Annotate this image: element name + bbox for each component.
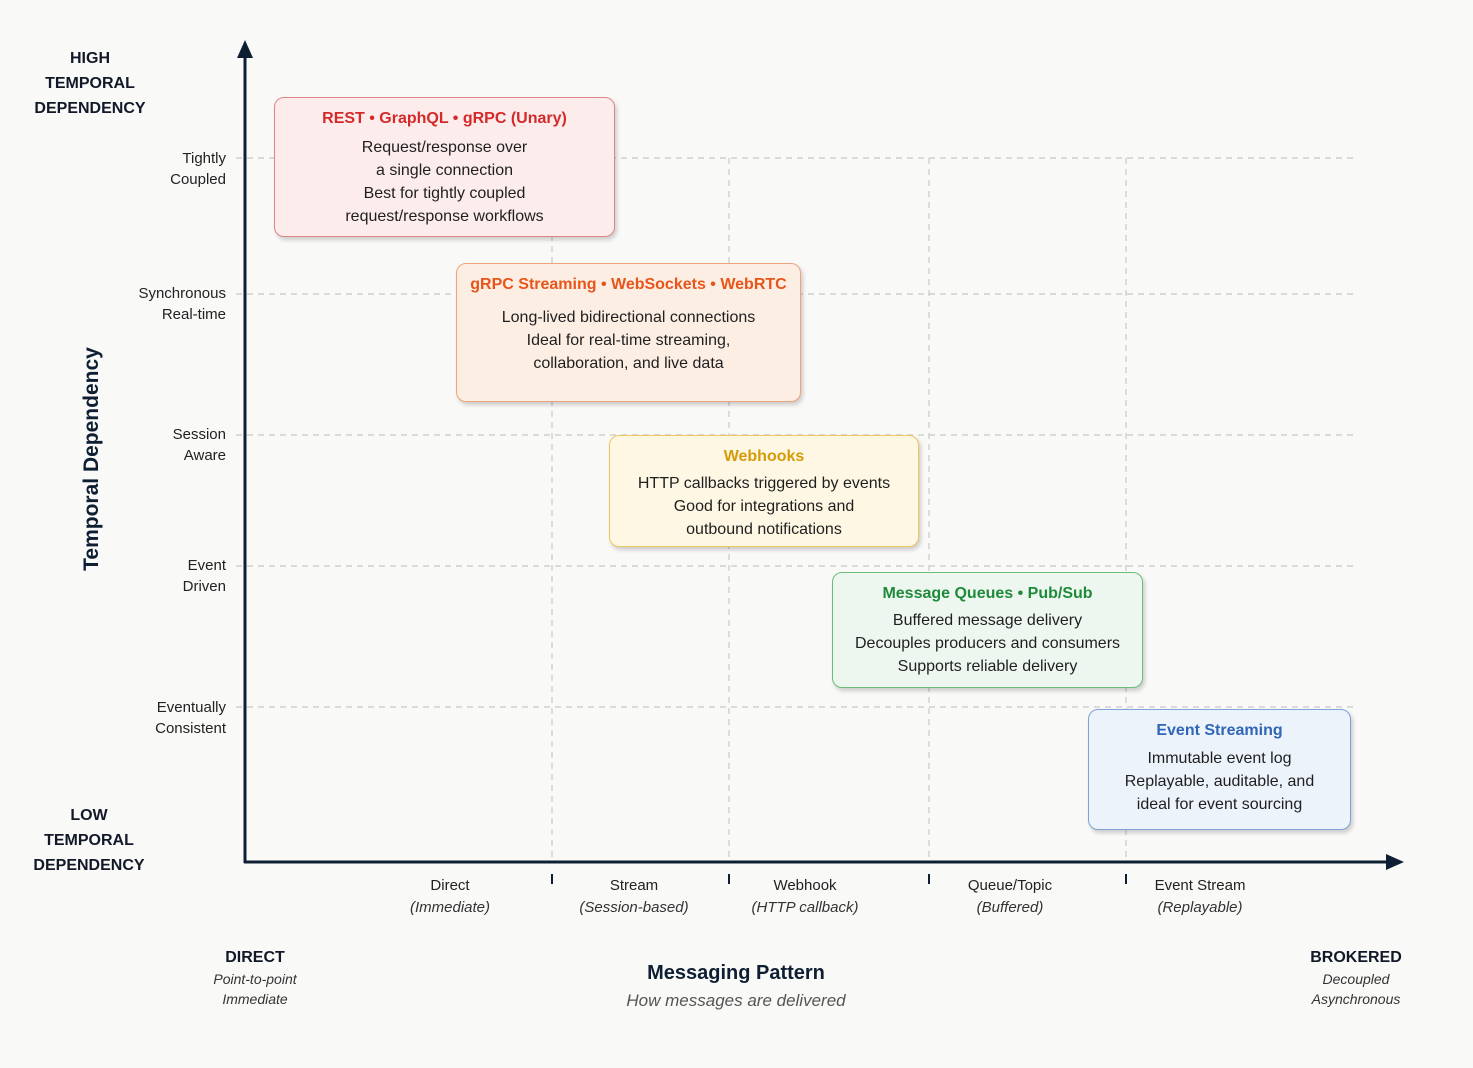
x-tick-label: Direct [430, 877, 470, 894]
x-axis-title-block: Messaging Pattern How messages are deliv… [536, 958, 936, 1014]
y-axis-arrowhead [237, 40, 253, 58]
brokered-line: Decoupled [1322, 971, 1390, 987]
x-tick-sublabel: (Buffered) [976, 899, 1044, 916]
low-label-line: DEPENDENCY [33, 857, 145, 874]
grpc-streaming-websockets-webrtc-box: gRPC Streaming • WebSockets • WebRTC Lon… [456, 263, 801, 402]
y-tick-event-driven: Event Driven [76, 555, 226, 597]
y-tick-line: Aware [183, 447, 226, 464]
y-tick-eventually-consistent: Eventually Consistent [76, 697, 226, 739]
direct-line: Immediate [222, 991, 288, 1007]
box-line: Supports reliable delivery [897, 658, 1078, 675]
x-axis-arrowhead [1386, 854, 1404, 870]
x-axis-subtitle: How messages are delivered [626, 991, 846, 1010]
y-tick-line: Synchronous [138, 285, 226, 302]
message-queues-pubsub-box: Message Queues • Pub/Sub Buffered messag… [832, 572, 1143, 688]
y-tick-session-aware: Session Aware [76, 424, 226, 466]
box-line: Best for tightly coupled [363, 185, 526, 202]
x-tick-sublabel: (Replayable) [1157, 899, 1243, 916]
x-tick-sublabel: (Session-based) [579, 899, 689, 916]
high-label-line: DEPENDENCY [34, 100, 146, 117]
direct-heading: DIRECT [225, 949, 285, 966]
box-line: Decouples producers and consumers [854, 635, 1121, 652]
box-line: Ideal for real-time streaming, [526, 332, 731, 349]
box-line: a single connection [376, 162, 513, 179]
box-line: outbound notifications [686, 521, 842, 538]
x-axis-brokered-end: BROKERED Decoupled Asynchronous [1276, 947, 1436, 1009]
x-tick-sublabel: (Immediate) [409, 899, 491, 916]
y-tick-line: Session [172, 426, 226, 443]
box-title: Event Streaming [1156, 722, 1283, 739]
y-tick-line: Eventually [156, 699, 226, 716]
x-tick-label: Event Stream [1154, 877, 1246, 894]
y-tick-line: Tightly [182, 150, 226, 167]
x-tick-queue-topic: Queue/Topic (Buffered) [925, 875, 1095, 919]
y-tick-line: Coupled [170, 171, 226, 188]
x-tick-event-stream: Event Stream (Replayable) [1115, 875, 1285, 919]
x-tick-direct: Direct (Immediate) [365, 875, 535, 919]
box-line: collaboration, and live data [533, 355, 724, 372]
x-axis-separators [551, 874, 1127, 884]
box-line: ideal for event sourcing [1136, 796, 1303, 813]
box-line: Good for integrations and [673, 498, 855, 515]
box-line: Buffered message delivery [892, 612, 1083, 629]
box-title: gRPC Streaming • WebSockets • WebRTC [470, 276, 787, 293]
low-temporal-dependency-label: LOW TEMPORAL DEPENDENCY [9, 803, 169, 878]
box-line: Long-lived bidirectional connections [501, 309, 756, 326]
high-temporal-dependency-label: HIGH TEMPORAL DEPENDENCY [10, 46, 170, 121]
box-title: REST • GraphQL • gRPC (Unary) [322, 110, 567, 127]
high-label-line: HIGH [70, 50, 110, 67]
webhooks-box: Webhooks HTTP callbacks triggered by eve… [609, 435, 919, 547]
y-tick-tightly-coupled: Tightly Coupled [76, 148, 226, 190]
x-tick-label: Queue/Topic [967, 877, 1053, 894]
x-tick-webhook: Webhook (HTTP callback) [720, 875, 890, 919]
box-line: Replayable, auditable, and [1124, 773, 1315, 790]
low-label-line: TEMPORAL [44, 832, 134, 849]
y-tick-line: Consistent [155, 720, 226, 737]
horizontal-gridlines [236, 157, 1358, 708]
x-tick-label: Stream [609, 877, 659, 894]
brokered-line: Asynchronous [1311, 991, 1401, 1007]
y-tick-line: Real-time [161, 306, 226, 323]
x-tick-sublabel: (HTTP callback) [751, 899, 859, 916]
event-streaming-box: Event Streaming Immutable event log Repl… [1088, 709, 1351, 830]
y-tick-synchronous-realtime: Synchronous Real-time [76, 283, 226, 325]
box-line: Request/response over [361, 139, 528, 156]
x-tick-label: Webhook [773, 877, 837, 894]
x-tick-stream: Stream (Session-based) [549, 875, 719, 919]
rest-graphql-grpc-box: REST • GraphQL • gRPC (Unary) Request/re… [274, 97, 615, 237]
high-label-line: TEMPORAL [45, 75, 135, 92]
x-axis-title: Messaging Pattern [647, 962, 825, 984]
box-line: Immutable event log [1147, 750, 1292, 767]
box-title: Message Queues • Pub/Sub [882, 585, 1093, 602]
x-axis-direct-end: DIRECT Point-to-point Immediate [175, 947, 335, 1009]
y-tick-line: Event [187, 557, 226, 574]
y-tick-line: Driven [182, 578, 226, 595]
box-line: request/response workflows [345, 208, 544, 225]
direct-line: Point-to-point [213, 971, 297, 987]
low-label-line: LOW [70, 807, 108, 824]
brokered-heading: BROKERED [1310, 949, 1402, 966]
box-title: Webhooks [723, 448, 805, 465]
box-line: HTTP callbacks triggered by events [637, 475, 891, 492]
